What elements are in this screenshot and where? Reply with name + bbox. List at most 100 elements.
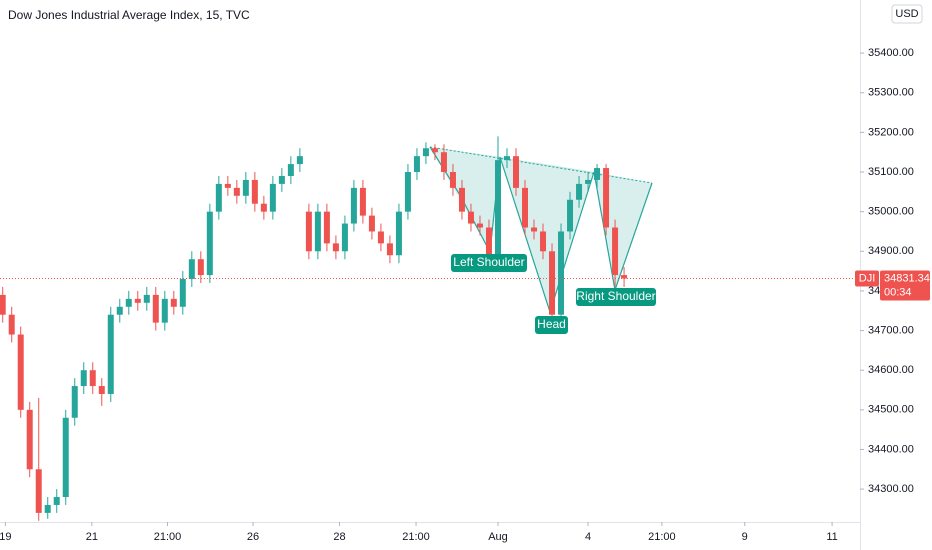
x-tick-label: 21:00 — [154, 531, 182, 543]
x-tick-label: 9 — [742, 531, 748, 543]
candle-body — [359, 187, 366, 216]
candle-body — [107, 314, 114, 394]
candle-body — [215, 183, 222, 212]
candle-body — [612, 227, 619, 276]
y-tick-label: 35200.00 — [868, 126, 914, 138]
candle-body — [116, 306, 123, 315]
candle-body — [458, 187, 465, 212]
y-tick-label: 34300.00 — [868, 483, 914, 495]
candle-body — [540, 231, 547, 252]
chart-title: Dow Jones Industrial Average Index, 15, … — [8, 8, 250, 22]
y-tick-label: 34500.00 — [868, 404, 914, 416]
candle-body — [368, 215, 375, 232]
candle-body — [567, 199, 574, 232]
candle-body — [8, 314, 15, 335]
y-tick-label: 35000.00 — [868, 206, 914, 218]
candle-body — [440, 152, 447, 173]
annotation-label: Right Shoulder — [576, 289, 655, 303]
currency-badge[interactable] — [891, 4, 923, 24]
last-price-badge — [880, 270, 930, 301]
candle-body — [44, 504, 51, 513]
candle-body — [278, 175, 285, 184]
candle-body — [513, 156, 519, 188]
candle-body — [431, 148, 438, 153]
symbol-label: DJI — [859, 272, 876, 284]
y-tick-label: 35100.00 — [868, 166, 914, 178]
symbol-badge — [855, 270, 879, 287]
candle-body — [467, 211, 474, 224]
candle-body — [98, 386, 105, 394]
annotation-box — [576, 288, 656, 306]
x-tick-label: 21 — [86, 531, 98, 543]
candle-body — [134, 298, 141, 303]
candle-body — [485, 227, 492, 256]
candle-body — [549, 251, 556, 315]
candle-body — [17, 334, 24, 410]
candle-body — [332, 243, 339, 252]
candle-body — [0, 294, 6, 315]
neckline — [429, 146, 653, 184]
annotation-box — [451, 254, 527, 272]
candle-body — [594, 168, 601, 180]
candle-body — [62, 417, 69, 498]
candle-body — [233, 187, 240, 196]
y-tick-label: 34400.00 — [868, 443, 914, 455]
candle-body — [377, 231, 384, 244]
candle-body — [71, 386, 78, 418]
candle-body — [53, 497, 60, 505]
annotation-labels: Left Shoulder Head Right Shoulder — [451, 254, 656, 334]
candle-body — [558, 231, 565, 315]
candle-body — [143, 294, 150, 303]
candle-body — [287, 164, 294, 176]
candle-body — [179, 279, 186, 307]
x-tick-label: 28 — [333, 531, 345, 543]
candle-body — [89, 370, 96, 387]
candle-body — [197, 259, 204, 276]
candle-body — [242, 179, 249, 196]
candle-body — [350, 187, 357, 224]
x-tick-label: Aug — [488, 531, 508, 543]
candle-body — [305, 211, 312, 252]
candle-body — [260, 203, 267, 212]
candle-body — [125, 298, 132, 307]
x-tick-label: 4 — [585, 531, 591, 543]
candle-body — [323, 211, 330, 244]
candle-body — [585, 179, 592, 184]
candle-body — [476, 223, 483, 228]
candle-body — [314, 211, 321, 252]
candle-body — [422, 148, 429, 157]
last-price-label: 34831.34 — [884, 272, 930, 284]
annotation-box — [535, 316, 568, 334]
candle-body — [206, 211, 213, 276]
countdown-label: 00:34 — [884, 286, 912, 298]
candle-body — [152, 294, 159, 323]
candle-body — [449, 172, 456, 188]
y-tick-label: 34600.00 — [868, 364, 914, 376]
y-tick-label: 34900.00 — [868, 245, 914, 257]
y-tick-label: 34700.00 — [868, 324, 914, 336]
y-tick-label: 35300.00 — [868, 87, 914, 99]
x-tick-label: 11 — [826, 531, 837, 543]
x-tick-label: 26 — [247, 531, 259, 543]
annotation-label: Left Shoulder — [453, 255, 524, 269]
candle-body — [576, 183, 583, 200]
candle-body — [386, 243, 393, 256]
x-tick-label: 21:00 — [402, 531, 430, 543]
candle-body — [296, 156, 303, 165]
candle-body — [251, 179, 258, 204]
candle-body — [522, 187, 529, 228]
candle-body — [494, 160, 501, 256]
candle-body — [170, 298, 177, 307]
candle-body — [621, 275, 628, 279]
candle-body — [413, 156, 420, 173]
candle-body — [395, 211, 402, 256]
candle-body — [531, 227, 538, 232]
candle-body — [224, 183, 231, 188]
candle-body — [404, 172, 411, 212]
candle-body — [603, 168, 610, 228]
candle-body — [161, 298, 168, 323]
candle-body — [26, 409, 33, 470]
candle-body — [35, 469, 42, 513]
